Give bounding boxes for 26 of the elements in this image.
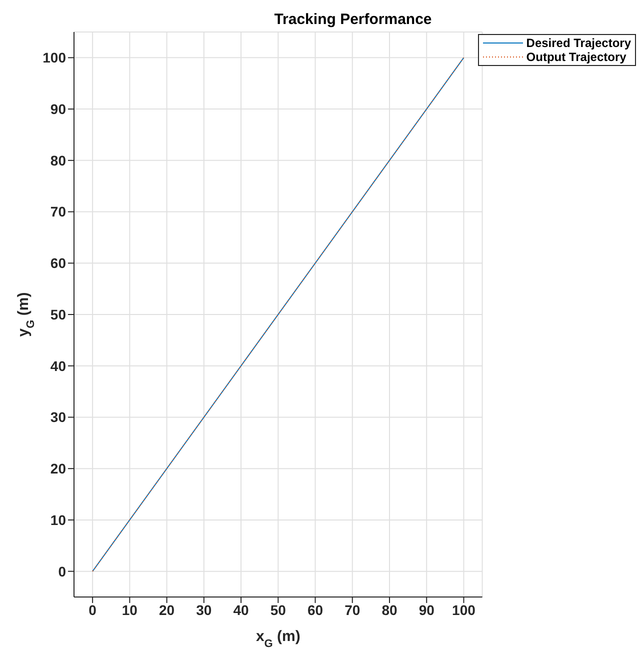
y-tick-label: 90 xyxy=(50,101,66,118)
x-tick-label: 10 xyxy=(122,602,138,618)
y-tick-label: 10 xyxy=(50,512,66,528)
y-tick-label: 0 xyxy=(58,563,66,580)
y-tick-label: 80 xyxy=(50,152,66,168)
legend-label: Desired Trajectory xyxy=(526,36,631,50)
y-tick-label: 30 xyxy=(50,409,66,426)
legend-label: Output Trajectory xyxy=(526,50,626,64)
y-tick-label: 70 xyxy=(50,204,66,220)
x-axis-title: x$_{G}$ (m) xyxy=(256,628,300,650)
x-tick-label: 50 xyxy=(270,602,286,618)
x-tick-label: 100 xyxy=(452,602,476,618)
x-tick-label: 90 xyxy=(418,602,435,618)
x-tick-label: 0 xyxy=(88,602,97,618)
y-tick-label: 20 xyxy=(50,460,66,477)
x-tick-label: 30 xyxy=(196,602,212,618)
y-tick-label: 60 xyxy=(50,255,66,272)
x-tick-label: 60 xyxy=(307,602,324,618)
y-tick-label: 50 xyxy=(50,306,66,322)
x-tick-label: 70 xyxy=(344,602,360,618)
x-tick-label: 40 xyxy=(233,602,250,618)
x-tick-label: 20 xyxy=(159,602,175,618)
y-tick-label: 100 xyxy=(42,50,66,66)
x-tick-label: 80 xyxy=(382,602,398,618)
y-tick-label: 40 xyxy=(50,358,66,374)
chart-title: Tracking Performance xyxy=(274,11,432,28)
